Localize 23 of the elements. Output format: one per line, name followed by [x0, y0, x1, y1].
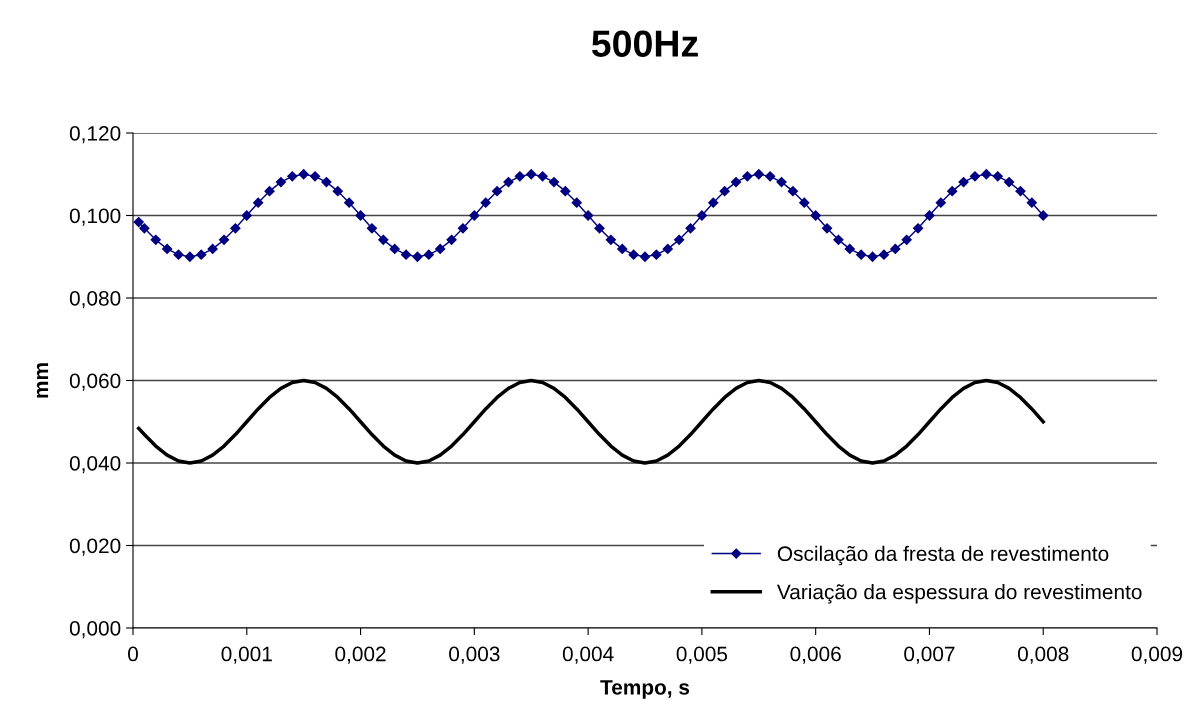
x-tick-label: 0,004	[562, 646, 614, 664]
line-series	[136, 378, 1045, 465]
x-tick-label: 0,002	[335, 646, 386, 664]
x-tick-label: 0,008	[1017, 646, 1069, 664]
legend-label: Variação da espessura do revestimento	[776, 584, 1142, 604]
x-tick-label: 0,005	[676, 646, 728, 664]
y-tick-label: 0,060	[69, 373, 121, 391]
x-tick-label: 0,006	[790, 646, 841, 664]
y-tick-label: 0,020	[69, 538, 121, 556]
y-tick-label: 0,000	[69, 621, 121, 639]
x-tick-label: 0,003	[449, 646, 500, 664]
x-tick-label: 0	[128, 646, 138, 662]
y-tick-label: 0,040	[69, 456, 121, 474]
y-tick-label: 0,120	[69, 126, 121, 144]
y-tick-label: 0,080	[69, 291, 121, 309]
x-tick-label: 0,009	[1131, 646, 1183, 664]
x-axis-title: Tempo, s	[600, 680, 690, 699]
chart-title: 500Hz	[591, 30, 698, 57]
legend-label: Oscilação da fresta de revestimento	[777, 545, 1109, 566]
x-tick-label: 0,007	[904, 646, 955, 664]
y-axis-title: mm	[36, 363, 49, 398]
x-tick-label: 0,001	[221, 646, 272, 664]
y-tick-label: 0,100	[69, 208, 121, 226]
